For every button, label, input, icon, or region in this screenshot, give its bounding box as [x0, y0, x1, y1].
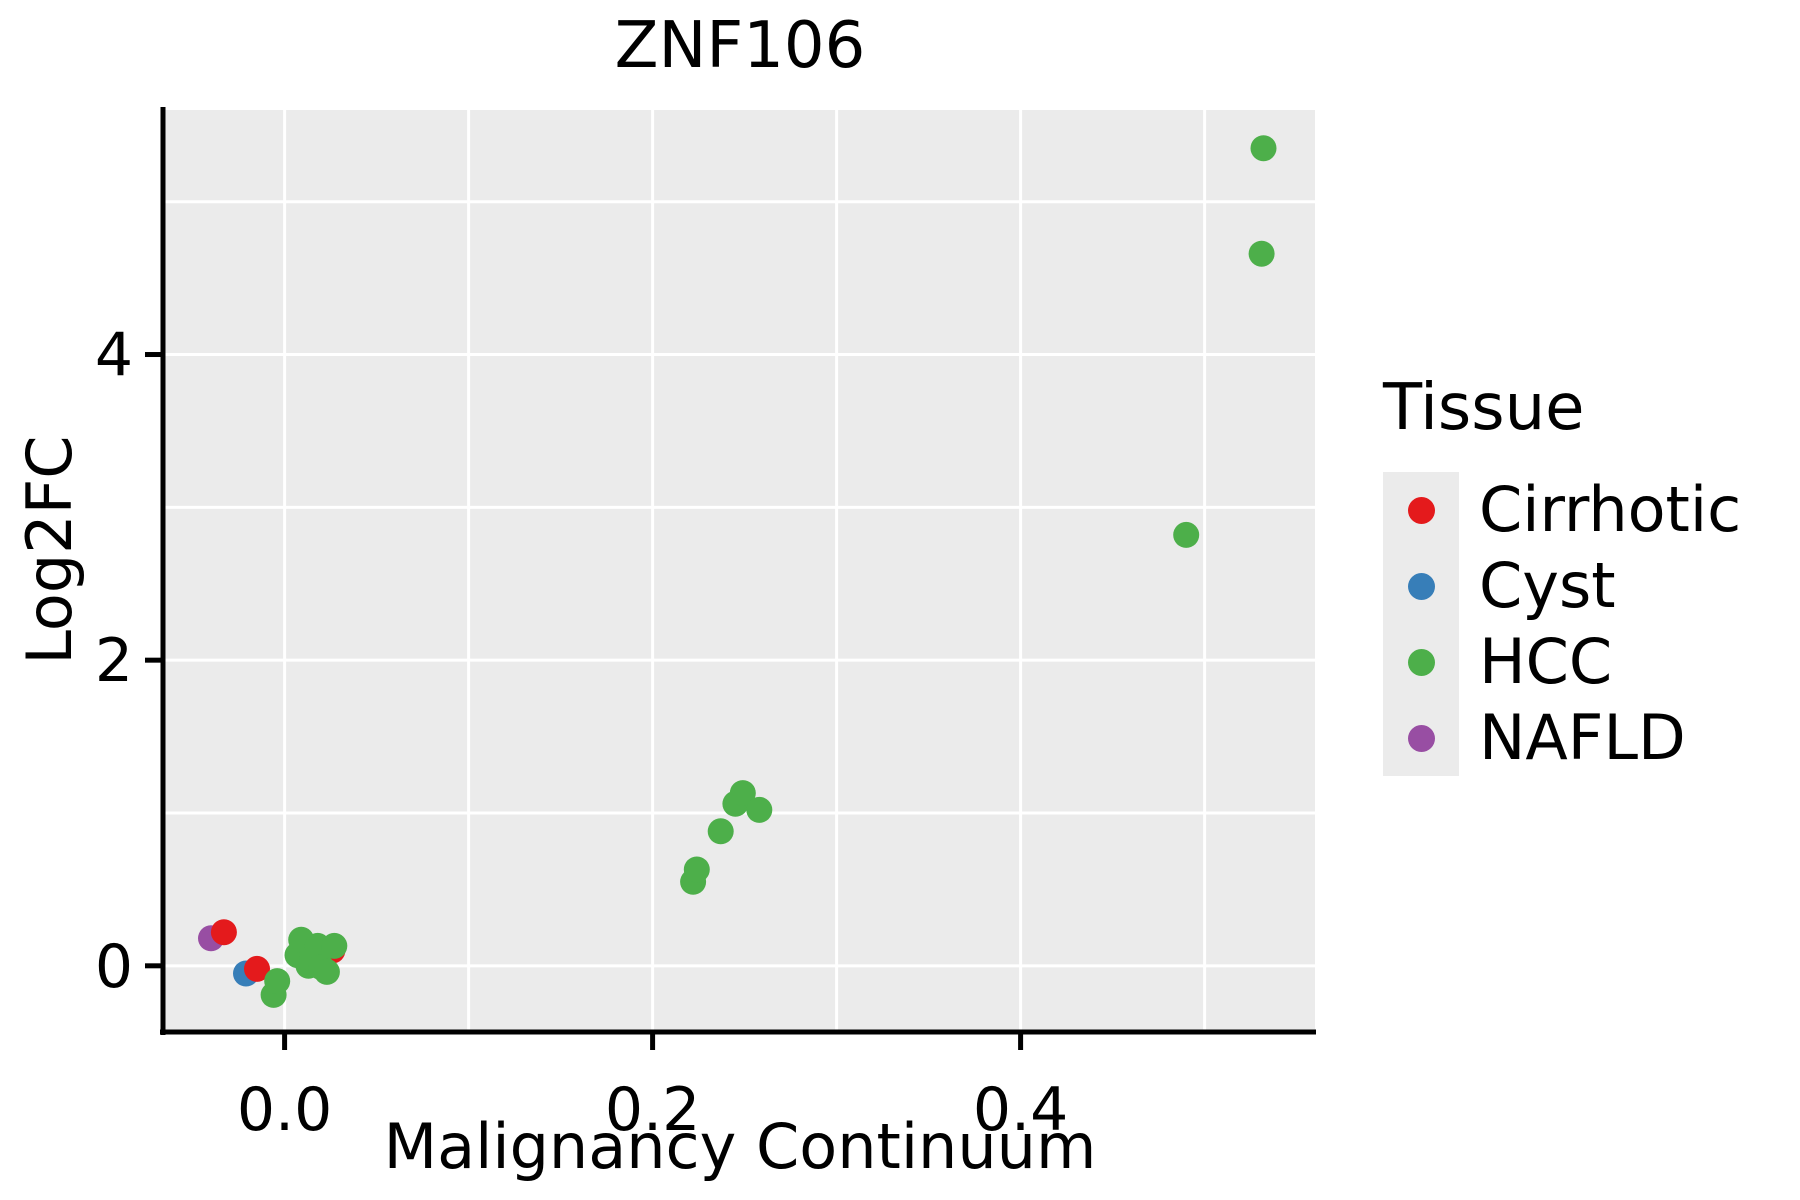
plot-panel-background — [165, 110, 1315, 1030]
data-point-hcc — [683, 856, 710, 883]
x-tick-label: 0.2 — [605, 1075, 700, 1145]
legend-swatch-icon — [1407, 648, 1435, 676]
y-tick-label: 0 — [95, 932, 133, 1002]
legend-swatch-icon — [1407, 572, 1435, 600]
legend-entries: Cirrhotic Cyst HCC NAFLD — [1383, 472, 1741, 776]
legend-label: HCC — [1479, 625, 1613, 698]
x-axis-label: Malignancy Continuum — [383, 1110, 1097, 1183]
data-point-cirrhotic — [244, 955, 270, 982]
data-point-cirrhotic — [210, 919, 237, 946]
legend: Tissue Cirrhotic Cyst HCC NAFLD — [1383, 372, 1741, 776]
data-point-hcc — [321, 932, 348, 959]
data-point-hcc — [313, 958, 340, 985]
y-tick-label: 2 — [95, 626, 133, 696]
legend-entry-cirrhotic: Cirrhotic — [1383, 472, 1741, 548]
legend-swatch-icon — [1407, 496, 1435, 524]
legend-swatch-icon — [1407, 724, 1435, 752]
legend-label: Cyst — [1479, 549, 1616, 622]
data-point-hcc — [1248, 240, 1275, 267]
data-point-hcc — [1250, 135, 1277, 162]
legend-entry-cyst: Cyst — [1383, 548, 1741, 624]
legend-key — [1383, 472, 1459, 548]
legend-key — [1383, 624, 1459, 700]
x-tick-label: 0.4 — [973, 1075, 1068, 1145]
legend-key — [1383, 548, 1459, 624]
data-point-hcc — [264, 968, 291, 995]
legend-entry-hcc: HCC — [1383, 624, 1741, 700]
x-tick-label: 0.0 — [237, 1075, 332, 1145]
y-axis-label: Log2FC — [13, 435, 86, 665]
legend-key — [1383, 700, 1459, 776]
data-point-hcc — [729, 780, 756, 807]
data-point-hcc — [1173, 521, 1200, 548]
legend-label: Cirrhotic — [1479, 473, 1742, 546]
legend-title: Tissue — [1383, 371, 1585, 445]
data-point-hcc — [707, 818, 734, 845]
legend-label: NAFLD — [1479, 701, 1686, 774]
y-tick-label: 4 — [95, 321, 133, 391]
legend-entry-nafld: NAFLD — [1383, 700, 1741, 776]
chart-title: ZNF106 — [614, 9, 866, 83]
data-point-hcc — [746, 796, 773, 823]
